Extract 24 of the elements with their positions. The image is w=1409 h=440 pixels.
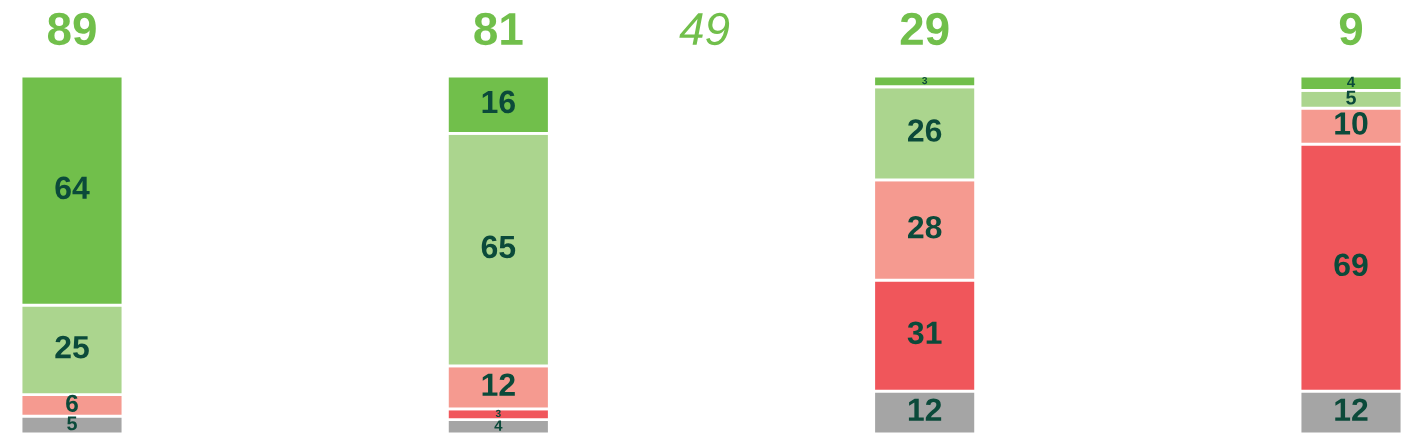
data-label: 26: [908, 119, 942, 142]
data-label: 3: [922, 76, 928, 85]
data-label: 4: [1347, 76, 1356, 88]
data-label: 12: [1335, 398, 1368, 421]
data-label: 25: [55, 335, 89, 359]
data-label: 5: [67, 416, 77, 431]
data-label: 16: [482, 90, 515, 114]
data-label: 5: [1346, 90, 1356, 105]
data-label: 65: [481, 235, 516, 259]
data-label: 6: [66, 394, 78, 412]
text: 29: [900, 12, 949, 46]
text: 9: [1339, 12, 1363, 46]
data-label: 10: [1335, 112, 1368, 135]
text: 81: [474, 12, 523, 46]
text: 89: [47, 12, 96, 46]
data-label: 64: [55, 176, 90, 200]
data-label: 3: [495, 409, 501, 418]
data-label: 28: [908, 215, 942, 239]
data-label: 12: [908, 398, 942, 421]
text: 49: [679, 12, 730, 46]
data-label: 12: [482, 373, 515, 396]
data-label: 69: [1334, 253, 1368, 277]
data-label: 4: [494, 420, 503, 431]
data-label: 31: [907, 321, 942, 345]
